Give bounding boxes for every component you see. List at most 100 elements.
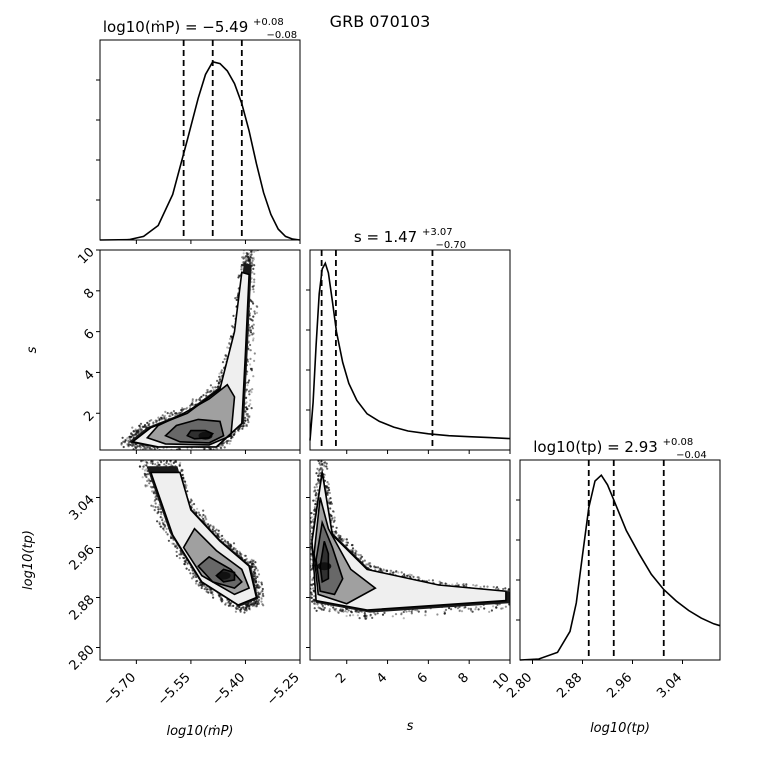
scatter-point <box>262 594 265 598</box>
scatter-point <box>142 465 145 468</box>
scatter-point <box>217 534 220 538</box>
scatter-point <box>409 575 412 578</box>
scatter-point <box>251 271 254 274</box>
scatter-point <box>192 572 195 575</box>
scatter-point <box>512 598 514 600</box>
scatter-point <box>530 600 532 602</box>
scatter-point <box>514 590 516 592</box>
scatter-point <box>526 590 528 592</box>
scatter-point <box>173 412 177 415</box>
scatter-point <box>184 480 187 483</box>
scatter-point <box>317 478 320 481</box>
scatter-point <box>248 416 251 419</box>
mdot-s-frame <box>99 249 301 451</box>
scatter-point <box>462 584 466 588</box>
scatter-point <box>366 563 370 566</box>
scatter-point <box>313 600 316 603</box>
scatter-point <box>173 460 176 464</box>
s-tp-frame <box>309 459 511 661</box>
scatter-point <box>537 595 539 597</box>
scatter-point <box>311 600 314 603</box>
scatter-point <box>164 524 167 527</box>
scatter-point <box>209 384 212 387</box>
scatter-point <box>179 551 182 554</box>
scatter-point <box>514 597 516 599</box>
scatter-point <box>342 610 345 613</box>
scatter-point <box>249 329 252 332</box>
scatter-point <box>371 616 374 620</box>
scatter-point <box>522 596 524 598</box>
scatter-point <box>192 508 195 511</box>
scatter-point <box>529 591 531 593</box>
scatter-point <box>248 326 251 329</box>
scatter-point <box>161 414 164 417</box>
scatter-point <box>385 569 389 573</box>
scatter-point <box>160 525 163 528</box>
scatter-point <box>517 595 519 597</box>
scatter-point <box>242 257 245 260</box>
scatter-point <box>163 463 166 466</box>
scatter-point <box>148 419 151 423</box>
scatter-point <box>169 415 172 418</box>
scatter-point <box>312 490 316 493</box>
panel-joint-mdot-tp <box>99 451 301 661</box>
scatter-point <box>345 614 348 618</box>
scatter-point <box>517 596 519 598</box>
scatter-point <box>205 590 208 593</box>
scatter-point <box>158 463 161 467</box>
scatter-point <box>212 525 215 528</box>
scatter-point <box>339 609 342 612</box>
scatter-point <box>170 411 173 414</box>
scatter-point <box>165 461 168 464</box>
scatter-point <box>327 486 330 489</box>
scatter-point <box>350 610 353 613</box>
scatter-point <box>246 414 249 417</box>
scatter-point <box>207 591 210 594</box>
scatter-point <box>152 505 155 508</box>
scatter-point <box>245 388 248 391</box>
scatter-point <box>260 600 263 603</box>
scatter-point <box>318 473 321 476</box>
scatter-point <box>222 537 225 540</box>
scatter-point <box>504 587 507 590</box>
scatter-point <box>460 610 464 613</box>
scatter-point <box>235 298 238 301</box>
scatter-point <box>525 599 527 601</box>
scatter-point <box>257 584 260 588</box>
scatter-point <box>155 451 157 453</box>
scatter-point <box>332 510 335 513</box>
y-tick-label: 2.96 <box>67 543 98 574</box>
scatter-point <box>530 597 532 599</box>
scatter-point <box>221 361 225 364</box>
scatter-point <box>317 469 320 472</box>
scatter-point <box>178 557 181 560</box>
tp-title-upper: +0.08 <box>663 437 694 448</box>
scatter-point <box>532 597 534 599</box>
scatter-point <box>251 333 254 336</box>
scatter-point <box>127 442 130 445</box>
scatter-point <box>465 583 468 586</box>
scatter-point <box>250 391 253 394</box>
scatter-point <box>376 612 379 615</box>
scatter-point <box>246 253 249 256</box>
scatter-point <box>143 425 146 428</box>
contour-line <box>313 497 377 605</box>
scatter-point <box>243 419 246 422</box>
scatter-point <box>184 561 187 564</box>
scatter-point <box>251 325 254 328</box>
scatter-point <box>457 583 460 587</box>
scatter-point <box>323 461 326 464</box>
scatter-point <box>458 609 461 613</box>
scatter-point <box>330 514 333 518</box>
scatter-point <box>321 463 324 466</box>
scatter-point <box>400 571 403 574</box>
scatter-point <box>195 575 198 579</box>
scatter-point <box>234 547 237 551</box>
scatter-point <box>537 596 539 598</box>
scatter-point <box>252 243 254 245</box>
scatter-point <box>246 253 249 256</box>
scatter-point <box>410 610 413 613</box>
scatter-point <box>311 579 314 582</box>
scatter-point <box>517 600 519 602</box>
scatter-point <box>537 597 539 599</box>
